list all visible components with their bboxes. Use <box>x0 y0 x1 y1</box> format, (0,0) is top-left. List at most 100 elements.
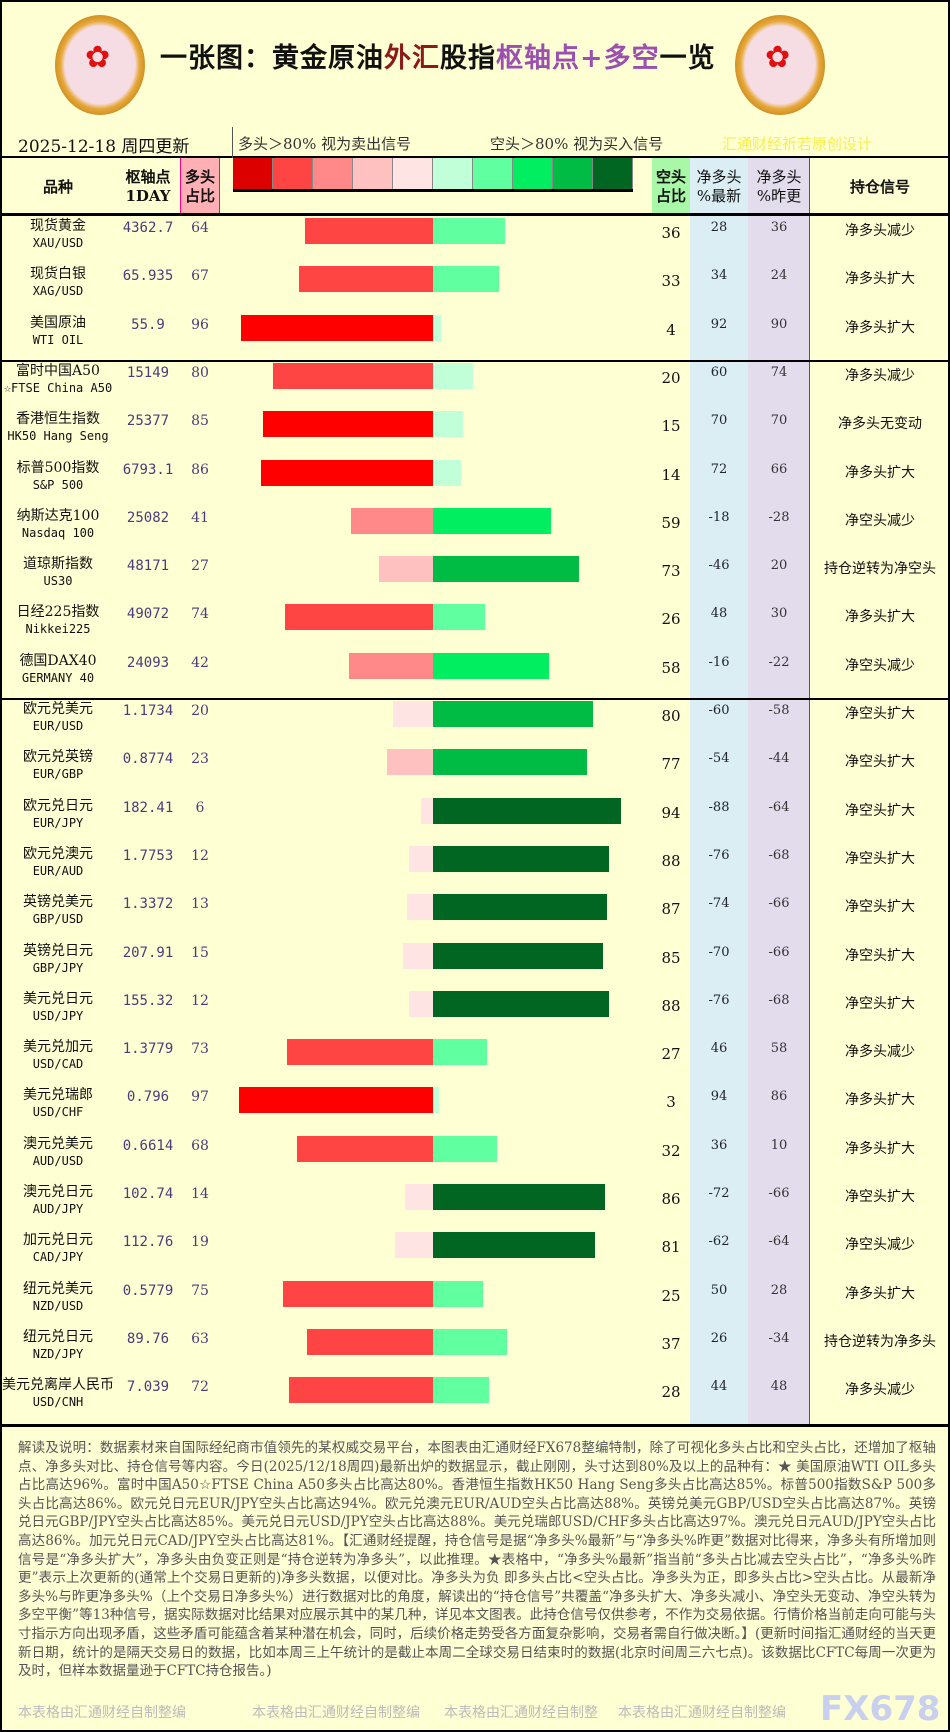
color-swatch <box>233 158 273 189</box>
instrument-name: 富时中国A50 ☆FTSE China A50 <box>0 361 116 397</box>
instrument-name: 澳元兑美元 AUD/USD <box>0 1134 116 1170</box>
short-bar <box>433 218 505 244</box>
long-percent: 67 <box>191 268 209 285</box>
net-long-latest: -54 <box>708 751 730 767</box>
short-bar <box>433 1135 497 1162</box>
short-bar <box>433 1280 483 1307</box>
header-signal: 持仓信号 <box>810 158 950 216</box>
short-bar <box>433 1087 439 1114</box>
net-long-previous: 70 <box>770 413 788 429</box>
table-row: 英镑兑日元 GBP/JPY 207.91 15 85 -70 -66 净空头扩大 <box>0 941 950 989</box>
instrument-name: 纽元兑日元 NZD/JPY <box>0 1327 116 1363</box>
long-percent: 97 <box>191 1089 209 1106</box>
instrument-cn: 道琼斯指数 <box>23 556 93 573</box>
net-long-previous: -66 <box>768 1186 790 1201</box>
instrument-code: Nikkei225 <box>25 622 91 637</box>
net-long-previous: 10 <box>770 1137 788 1153</box>
table-row: 现货白银 XAG/USD 65.935 67 33 34 24 净多头扩大 <box>0 264 950 312</box>
instrument-code: NZD/USD <box>32 1298 84 1313</box>
divider <box>232 127 233 158</box>
long-bar <box>263 411 433 438</box>
short-legend-text: 空头＞80% 视为买入信号 <box>490 135 664 153</box>
short-bar <box>433 1377 489 1404</box>
short-percent: 33 <box>661 272 681 291</box>
long-percent: 85 <box>191 413 209 430</box>
long-bar <box>405 1184 433 1210</box>
instrument-cn: 纽元兑美元 <box>23 1280 93 1297</box>
short-bar <box>433 556 579 583</box>
color-swatch <box>513 158 553 189</box>
long-bar <box>239 1087 433 1114</box>
pivot-value: 6793.1 <box>122 461 174 478</box>
short-percent: 15 <box>661 417 681 436</box>
table-row: 美元兑加元 USD/CAD 1.3779 73 27 46 58 净多头减少 <box>0 1037 950 1085</box>
pivot-value: 4362.7 <box>122 220 174 236</box>
pivot-value: 207.91 <box>122 944 174 961</box>
short-percent: 3 <box>666 1093 676 1112</box>
net-long-previous: 30 <box>770 606 788 622</box>
position-signal: 净空头扩大 <box>845 947 915 964</box>
header-pivot: 枢轴点 1DAY <box>116 158 180 216</box>
net-long-latest: -70 <box>708 944 730 960</box>
instrument-code: HK50 Hang Seng <box>7 429 109 444</box>
instrument-cn: 香港恒生指数 <box>16 411 100 428</box>
position-signal: 净空头扩大 <box>845 802 915 819</box>
long-bar <box>403 942 433 969</box>
net-long-previous: -64 <box>768 799 790 815</box>
position-signal: 净空头减少 <box>845 1237 915 1254</box>
instrument-code: AUD/USD <box>32 1153 84 1168</box>
instrument-code: WTI OIL <box>32 332 84 347</box>
short-column-header-bg <box>652 158 690 216</box>
short-bar <box>433 362 473 389</box>
position-signal: 净多头扩大 <box>845 271 915 288</box>
table-row: 纽元兑日元 NZD/JPY 89.76 63 37 26 -34 持仓逆转为净多头 <box>0 1327 950 1375</box>
title-part: 一览 <box>659 43 716 74</box>
group-separator <box>0 698 950 700</box>
color-swatch <box>473 158 513 189</box>
long-bar <box>387 749 433 776</box>
watermark: 本表格由汇通财经自制整编 <box>252 1705 420 1721</box>
long-percent: 73 <box>191 1041 209 1058</box>
long-bar <box>289 1377 433 1404</box>
net-long-latest: 28 <box>710 220 728 235</box>
short-bar <box>433 701 593 727</box>
color-swatch <box>353 158 393 189</box>
update-date: 2025-12-18 周四更新 <box>18 137 190 157</box>
instrument-cn: 澳元兑日元 <box>23 1184 93 1200</box>
instrument-cn: 美元兑日元 <box>23 990 93 1007</box>
short-percent: 77 <box>661 755 681 774</box>
long-percent: 12 <box>191 992 209 1009</box>
instrument-name: 美元兑加元 USD/CAD <box>0 1037 116 1073</box>
page-title: 一张图：黄金原油外汇股指枢轴点+多空一览 <box>160 36 716 75</box>
instrument-name: 欧元兑日元 EUR/JPY <box>0 796 116 832</box>
long-bar <box>409 845 433 872</box>
short-percent: 80 <box>661 707 681 725</box>
position-signal: 净多头扩大 <box>845 464 915 481</box>
long-bar <box>409 990 433 1017</box>
short-percent: 28 <box>661 1383 681 1402</box>
instrument-code: ☆FTSE China A50 <box>3 380 113 395</box>
instrument-cn: 加元兑日元 <box>23 1232 93 1249</box>
instrument-code: GBP/USD <box>32 912 84 927</box>
instrument-cn: 德国DAX40 <box>19 652 97 669</box>
watermark: 本表格由汇通财经自制整编 <box>18 1705 186 1721</box>
long-percent: 74 <box>191 606 209 623</box>
instrument-cn: 标普500指数 <box>16 459 100 476</box>
short-percent: 36 <box>661 224 681 242</box>
table-row: 纳斯达克100 Nasdaq 100 25082 41 59 -18 -28 净空… <box>0 506 950 554</box>
net-long-previous: 48 <box>770 1379 788 1395</box>
long-bar <box>379 556 433 583</box>
long-bar <box>421 797 433 824</box>
header-label: 多头 <box>184 168 215 186</box>
long-percent: 6 <box>195 799 205 816</box>
long-bar <box>305 218 433 244</box>
instrument-cn: 欧元兑日元 <box>23 797 93 814</box>
position-signal: 净多头扩大 <box>845 319 915 336</box>
instrument-code: USD/JPY <box>32 1008 84 1023</box>
pivot-value: 15149 <box>126 364 170 381</box>
table-row: 加元兑日元 CAD/JPY 112.76 19 81 -62 -64 净空头减少 <box>0 1230 950 1278</box>
color-swatch <box>273 158 313 189</box>
pivot-value: 49072 <box>126 606 170 623</box>
instrument-code: AUD/JPY <box>32 1202 84 1216</box>
long-bar <box>299 266 433 293</box>
